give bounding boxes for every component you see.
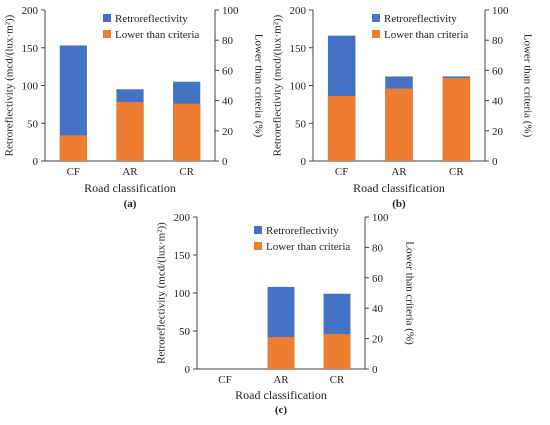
legend-label: Lower than criteria <box>384 29 468 41</box>
bar-lower-than-criteria-CR <box>323 334 351 369</box>
y2-tick-label: 40 <box>492 96 504 108</box>
legend-label: Lower than criteria <box>115 29 199 41</box>
panel-label: (b) <box>392 198 406 210</box>
y2-tick-label: 80 <box>492 35 504 47</box>
y2-tick-label: 20 <box>222 126 234 138</box>
y-tick-label: 50 <box>295 118 307 130</box>
legend-swatch-retroreflectivity <box>372 14 380 22</box>
x-tick-label: CR <box>330 374 345 386</box>
y2-tick-label: 40 <box>372 303 384 315</box>
bar-lower-than-criteria-AR <box>116 102 144 161</box>
y2-tick-label: 60 <box>372 273 384 285</box>
y2-axis-label: Lower than criteria (%) <box>252 34 264 138</box>
y-tick-label: 200 <box>174 212 191 224</box>
y2-tick-label: 0 <box>372 364 378 376</box>
y2-tick-label: 100 <box>372 212 389 224</box>
y-tick-label: 0 <box>185 364 191 376</box>
legend-label: Retroreflectivity <box>115 13 188 25</box>
y-axis-label: Retroreflectivity (mcd/(lux·m²)) <box>156 222 168 364</box>
legend-swatch-lower-than-criteria <box>103 30 111 38</box>
legend-swatch-lower-than-criteria <box>254 242 262 250</box>
legend: Retroreflectivity Lower than criteria <box>103 13 199 41</box>
x-tick-label: CF <box>218 374 231 386</box>
bar-lower-than-criteria-CR <box>442 77 471 161</box>
chart-panel-2: 0 50 100 150 200 0 20 40 60 80 100 CF AR CR Road class… <box>272 5 534 210</box>
x-tick-label: AR <box>273 374 289 386</box>
y2-tick-label: 0 <box>222 156 228 168</box>
bar-lower-than-criteria-CR <box>173 103 201 161</box>
y2-axis-label: Lower than criteria (%) <box>521 34 533 138</box>
legend-swatch-lower-than-criteria <box>372 30 380 38</box>
y-tick-label: 100 <box>174 288 191 300</box>
legend-label: Retroreflectivity <box>384 13 457 25</box>
x-axis-label: Road classification <box>353 181 445 195</box>
x-tick-label: CR <box>449 166 464 178</box>
y2-tick-label: 100 <box>222 5 239 17</box>
y-tick-label: 50 <box>179 326 191 338</box>
legend-swatch-retroreflectivity <box>103 14 111 22</box>
y-tick-label: 150 <box>290 43 307 55</box>
bar-lower-than-criteria-CF <box>59 135 87 161</box>
bar-lower-than-criteria-AR <box>385 88 413 161</box>
y2-tick-label: 100 <box>492 5 509 17</box>
y-tick-label: 100 <box>290 81 307 93</box>
y-tick-label: 0 <box>33 156 39 168</box>
y-tick-label: 150 <box>22 43 39 55</box>
y-tick-label: 150 <box>174 250 191 262</box>
y2-tick-label: 0 <box>492 156 498 168</box>
y-tick-label: 100 <box>22 81 39 93</box>
legend-label: Lower than criteria <box>266 241 350 253</box>
legend-label: Retroreflectivity <box>266 225 339 237</box>
x-axis-label: Road classification <box>235 388 327 402</box>
panel-label: (a) <box>124 198 137 210</box>
y2-tick-label: 20 <box>372 334 384 346</box>
panel-label: (c) <box>275 404 288 416</box>
y2-tick-label: 80 <box>372 242 384 254</box>
y-tick-label: 50 <box>27 118 39 130</box>
x-tick-label: CF <box>67 166 80 178</box>
x-axis-label: Road classification <box>84 181 176 195</box>
legend: Retroreflectivity Lower than criteria <box>254 225 350 253</box>
y-tick-label: 0 <box>301 156 307 168</box>
bar-lower-than-criteria-CF <box>327 96 356 161</box>
y2-axis-label: Lower than criteria (%) <box>403 241 415 345</box>
y2-tick-label: 60 <box>492 65 504 77</box>
y2-tick-label: 60 <box>222 65 234 77</box>
x-tick-label: CF <box>335 166 348 178</box>
y-tick-label: 200 <box>290 5 307 17</box>
y2-tick-label: 80 <box>222 35 234 47</box>
x-tick-label: AR <box>122 166 138 178</box>
y2-tick-label: 20 <box>492 126 504 138</box>
x-tick-label: CR <box>179 166 194 178</box>
legend: Retroreflectivity Lower than criteria <box>372 13 468 41</box>
y2-tick-label: 40 <box>222 96 234 108</box>
y-axis-label: Retroreflectivity (mcd/(lux·m²)) <box>4 14 16 156</box>
legend-swatch-retroreflectivity <box>254 226 262 234</box>
y-tick-label: 200 <box>22 5 39 17</box>
bar-lower-than-criteria-AR <box>267 337 295 369</box>
x-tick-label: AR <box>391 166 407 178</box>
y-axis-label: Retroreflectivity (mcd/(lux·m²)) <box>272 14 284 156</box>
